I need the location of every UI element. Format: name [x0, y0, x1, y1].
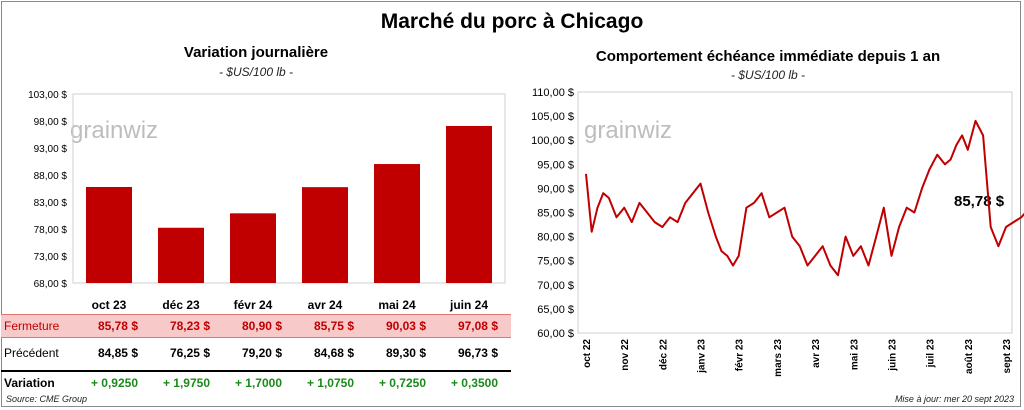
previous-value: 84,68 $: [313, 346, 354, 360]
y-tick-label: 70,00 $: [537, 280, 574, 292]
previous-value: 84,85 $: [97, 346, 138, 360]
previous-value: 76,25 $: [169, 346, 210, 360]
x-tick-label: oct 23: [92, 298, 127, 312]
right-chart-subtitle: Comportement échéance immédiate depuis 1…: [595, 48, 941, 65]
x-tick-label: mars 23: [773, 339, 784, 377]
x-tick-label: déc 22: [658, 339, 669, 371]
y-tick-label: 78,00 $: [34, 225, 68, 236]
x-tick-label: juil 23: [926, 339, 937, 369]
y-tick-label: 73,00 $: [34, 252, 68, 263]
y-tick-label: 90,00 $: [537, 183, 574, 195]
bar-chart: grainwiz 68,00 $ 73,00 $ 78,00 $ 83,00 $ 88,…: [28, 90, 506, 312]
left-chart-units: - $US/100 lb -: [218, 65, 294, 79]
y-tick-label: 95,00 $: [537, 159, 574, 171]
plot-area: [577, 91, 1013, 334]
close-value: 85,78 $: [97, 319, 138, 333]
previous-value: 96,73 $: [457, 346, 498, 360]
x-tick-label: oct 22: [582, 339, 593, 368]
bar: [374, 164, 420, 283]
x-tick-label: févr 23: [735, 339, 746, 372]
x-tick-label: mai 24: [378, 298, 416, 312]
variation-value: + 0,9250: [90, 376, 138, 390]
right-chart-units: - $US/100 lb -: [730, 68, 806, 82]
y-tick-label: 83,00 $: [34, 198, 68, 209]
last-value-label: 85,78 $: [954, 193, 1005, 210]
x-tick-label: avr 24: [308, 298, 343, 312]
x-tick-label: févr 24: [234, 298, 273, 312]
variation-row: Variation + 0,9250 + 1,9750 + 1,7000 + 1…: [1, 370, 511, 394]
y-tick-label: 68,00 $: [34, 279, 68, 290]
y-tick-label: 85,00 $: [537, 208, 574, 220]
close-value: 85,75 $: [313, 319, 354, 333]
previous-value: 79,20 $: [241, 346, 282, 360]
y-tick-label: 88,00 $: [34, 171, 68, 182]
bar: [230, 213, 276, 283]
close-value: 78,23 $: [169, 319, 210, 333]
previous-label: Précédent: [4, 346, 59, 360]
previous-row: Précédent 84,85 $ 76,25 $ 79,20 $ 84,68 …: [1, 342, 511, 364]
price-line: [585, 119, 1024, 277]
y-tick-label: 80,00 $: [537, 232, 574, 244]
left-panel: Variation journalière - $US/100 lb - gra…: [1, 44, 511, 404]
variation-value: + 1,0750: [306, 376, 354, 390]
variation-value: + 1,9750: [162, 376, 210, 390]
line-chart: grainwiz 85,78 $ 60,00 $ 65,00 $ 70,00 $ 75…: [531, 87, 1024, 377]
variation-value: + 0,3500: [450, 376, 498, 390]
bar: [86, 186, 132, 283]
y-tick-label: 60,00 $: [537, 328, 574, 340]
y-tick-label: 100,00 $: [531, 135, 574, 147]
left-chart-subtitle: Variation journalière: [183, 44, 329, 61]
x-tick-label: sept 23: [1002, 339, 1013, 374]
bar: [158, 227, 204, 283]
plot-area: [72, 93, 506, 284]
previous-value: 89,30 $: [385, 346, 426, 360]
close-label: Fermeture: [4, 319, 60, 333]
y-tick-label: 75,00 $: [537, 256, 574, 268]
y-tick-label: 110,00 $: [532, 87, 574, 99]
x-tick-label: août 23: [964, 339, 975, 374]
bar: [302, 187, 348, 283]
page-title: Marché du porc à Chicago: [380, 10, 644, 33]
variation-label: Variation: [4, 376, 55, 390]
x-tick-label: mai 23: [849, 339, 860, 371]
close-row: Fermeture 85,78 $ 78,23 $ 80,90 $ 85,75 …: [1, 314, 511, 338]
x-tick-label: avr 23: [811, 339, 822, 368]
y-tick-label: 103,00 $: [28, 90, 67, 101]
close-value: 80,90 $: [241, 319, 282, 333]
x-tick-label: janv 23: [697, 339, 708, 374]
x-tick-label: juin 24: [449, 298, 488, 312]
x-tick-label: nov 22: [620, 339, 631, 371]
left-watermark: grainwiz: [70, 117, 158, 144]
y-tick-label: 105,00 $: [531, 111, 574, 123]
close-value: 97,08 $: [457, 319, 498, 333]
y-tick-label: 98,00 $: [34, 117, 68, 128]
y-tick-label: 93,00 $: [34, 144, 68, 155]
y-tick-label: 65,00 $: [537, 304, 574, 316]
variation-value: + 1,7000: [234, 376, 282, 390]
source-note: Source: CME Group: [6, 394, 88, 404]
variation-value: + 0,7250: [378, 376, 426, 390]
update-note: Mise à jour: mer 20 sept 2023: [894, 394, 1014, 404]
x-tick-label: déc 23: [162, 298, 200, 312]
close-value: 90,03 $: [385, 319, 426, 333]
right-watermark: grainwiz: [584, 117, 672, 144]
x-tick-label: juin 23: [887, 339, 898, 372]
bar: [446, 125, 492, 283]
right-panel: Comportement échéance immédiate depuis 1…: [512, 0, 1024, 410]
